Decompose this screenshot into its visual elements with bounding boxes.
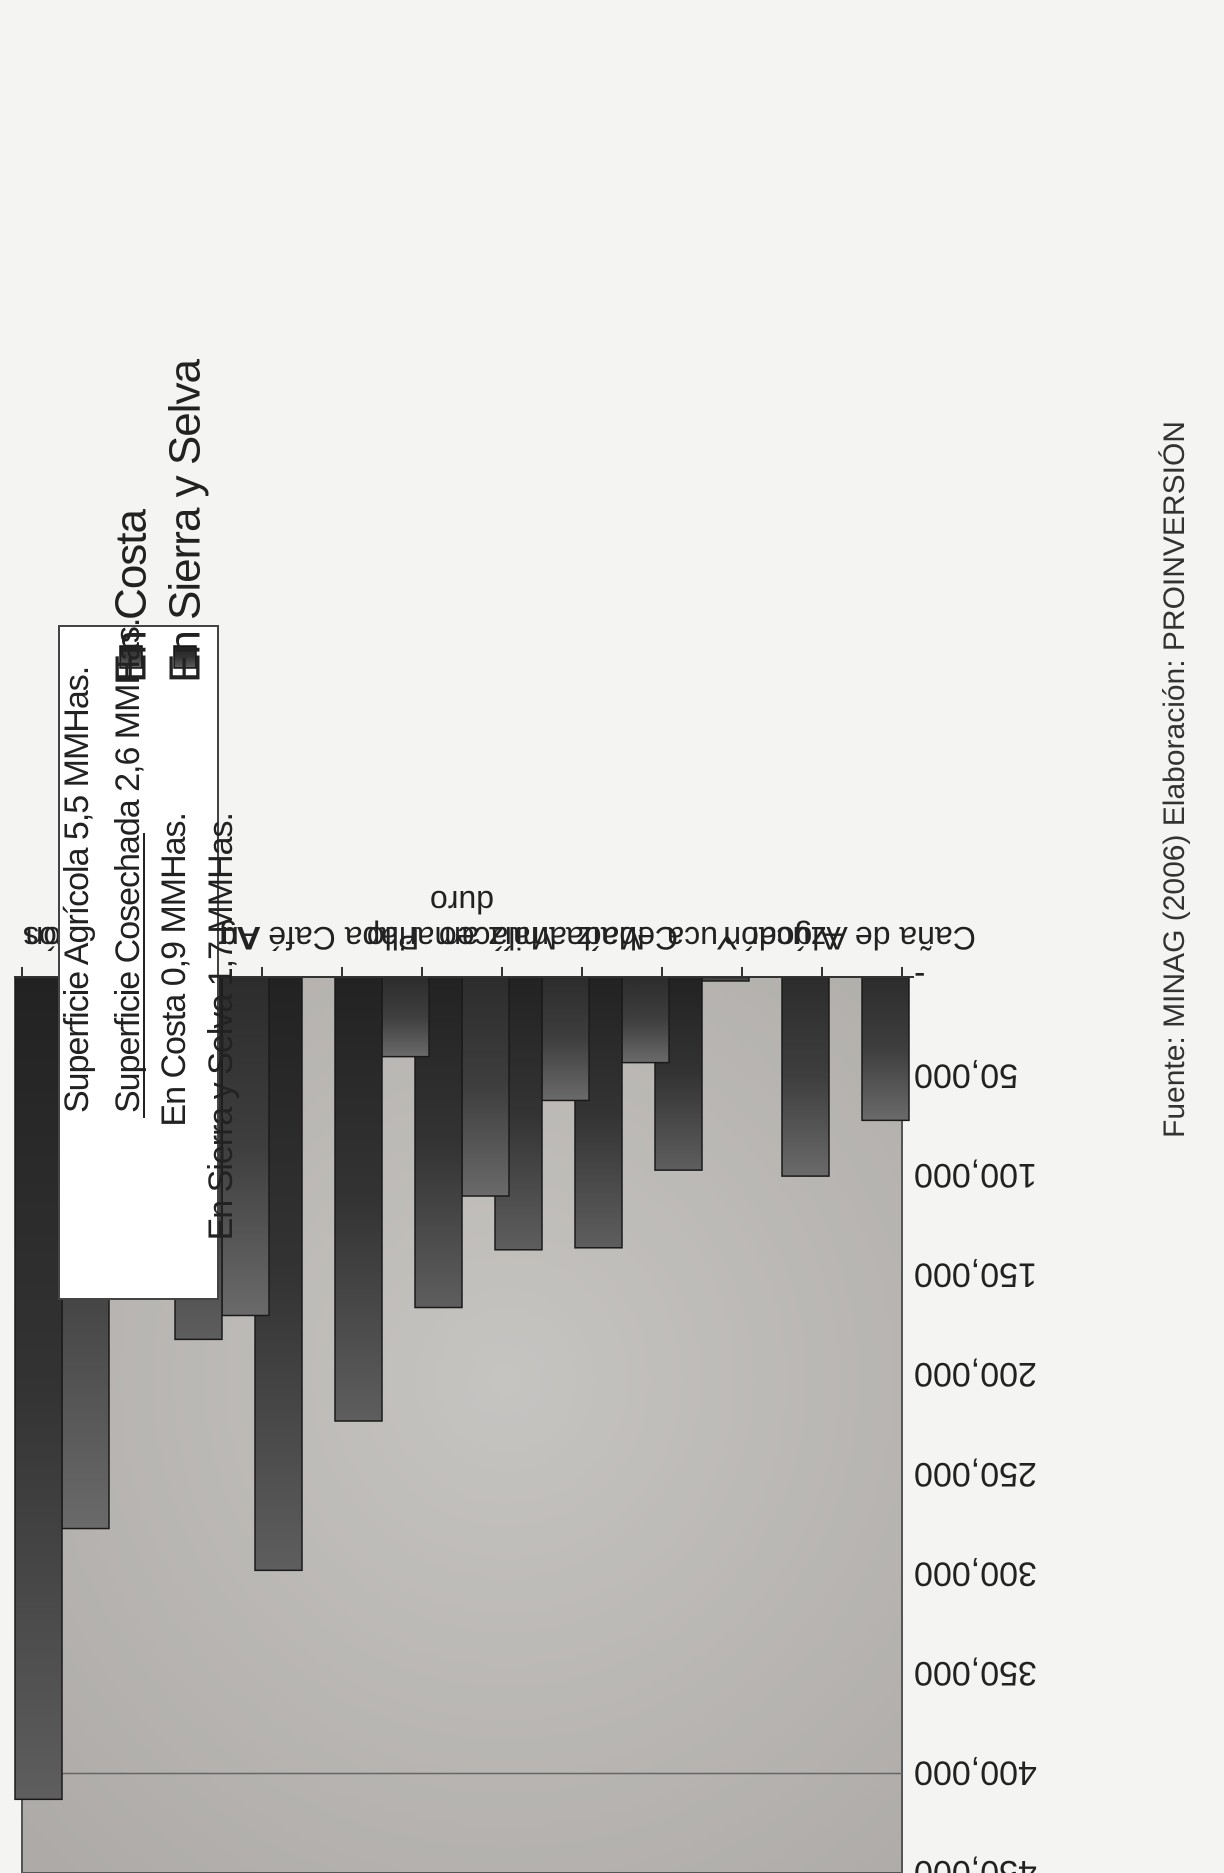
value-tick-label: 350,000 <box>914 1654 1037 1692</box>
bar-costa <box>861 976 910 1122</box>
legend-box <box>58 625 219 1300</box>
annotation-line-2: Superficie Cosechada 2,6 MMHas. <box>109 619 147 1113</box>
category-label: Yuca <box>666 920 737 956</box>
bar-sierra-selva <box>14 976 63 1801</box>
value-tick-label: 100,000 <box>914 1156 1037 1194</box>
legend-swatch <box>119 645 143 669</box>
category-label: Maíz amiláceo <box>439 920 645 956</box>
category-label: Papa <box>344 920 419 956</box>
annotation-block: Superficie Agrícola 5,5 MMHas. Superfici… <box>58 619 240 1241</box>
value-tick-label: 400,000 <box>914 1753 1037 1791</box>
bar-sierra-selva <box>334 976 383 1422</box>
value-tick-label: 450,000 <box>914 1853 1037 1873</box>
legend: En Costa En Sierra y Selva <box>58 359 219 1300</box>
legend-label: En Costa <box>107 508 156 683</box>
value-tick-label: 200,000 <box>914 1355 1037 1393</box>
legend-label: En Sierra y Selva <box>161 359 210 683</box>
bar-costa <box>541 976 590 1102</box>
bar-costa <box>781 976 830 1177</box>
value-tick-label: 250,000 <box>914 1455 1037 1493</box>
annotation-line-3: En Costa 0,9 MMHas. <box>155 813 193 1127</box>
category-label: Cebada <box>566 920 678 956</box>
value-tick-label: 150,000 <box>914 1256 1037 1294</box>
bar-costa <box>221 976 270 1317</box>
bar-costa <box>461 976 510 1197</box>
value-tick-label: 300,000 <box>914 1554 1037 1592</box>
legend-swatch <box>173 645 197 669</box>
annotation-line-4: En Sierra y Selva 1,7 MMHas. <box>202 813 240 1240</box>
category-label: Café <box>268 920 336 956</box>
category-label: Algodón <box>723 920 840 956</box>
value-tick-labels: - 50,000 100,000 150,000 200,000 250,000 300,0… <box>914 957 1037 1873</box>
category-label: Maíz amarilloduro <box>367 884 557 956</box>
bar-costa <box>621 976 670 1064</box>
bar-costa <box>381 976 430 1058</box>
rotated-chart-group: - 50,000 100,000 150,000 200,000 250,000 300,0… <box>14 359 1191 1873</box>
category-label: Caña de Azúcar <box>748 920 976 956</box>
value-tick-label: 50,000 <box>914 1057 1018 1095</box>
source-note: Fuente: MINAG (2006) Elaboración: PROINV… <box>1158 421 1191 1138</box>
annotation-line-1: Superficie Agrícola 5,5 MMHas. <box>58 667 96 1113</box>
value-tick-label: - <box>914 957 925 995</box>
bar-sierra-selva <box>414 976 463 1309</box>
